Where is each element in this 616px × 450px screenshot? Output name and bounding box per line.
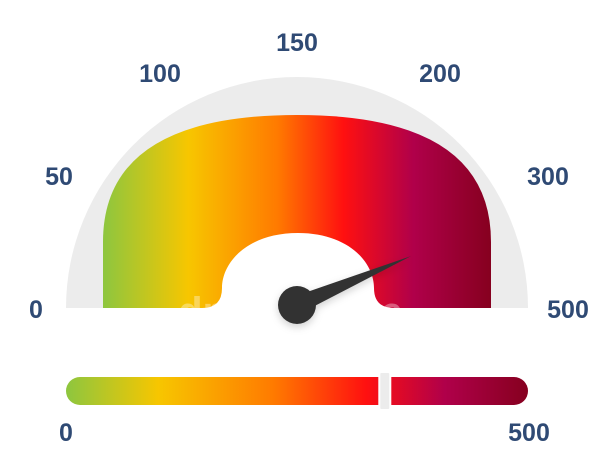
- gauge-label-50: 50: [45, 163, 73, 191]
- color-scale-marker: [378, 371, 392, 411]
- gauge-label-300: 300: [527, 163, 569, 191]
- needle-pivot: [278, 286, 316, 324]
- bar-label-min: 0: [59, 419, 73, 447]
- gauge-color-arc: [103, 115, 491, 308]
- gauge-needle: [278, 256, 411, 324]
- color-scale-bar: [66, 377, 528, 405]
- needle-shaft: [293, 256, 411, 314]
- gauge-label-0: 0: [29, 296, 43, 324]
- gauge-label-200: 200: [419, 60, 461, 88]
- gauge-label-100: 100: [139, 60, 181, 88]
- bar-label-max: 500: [508, 419, 550, 447]
- gauge-label-150: 150: [276, 29, 318, 57]
- gauge-label-500: 500: [547, 296, 589, 324]
